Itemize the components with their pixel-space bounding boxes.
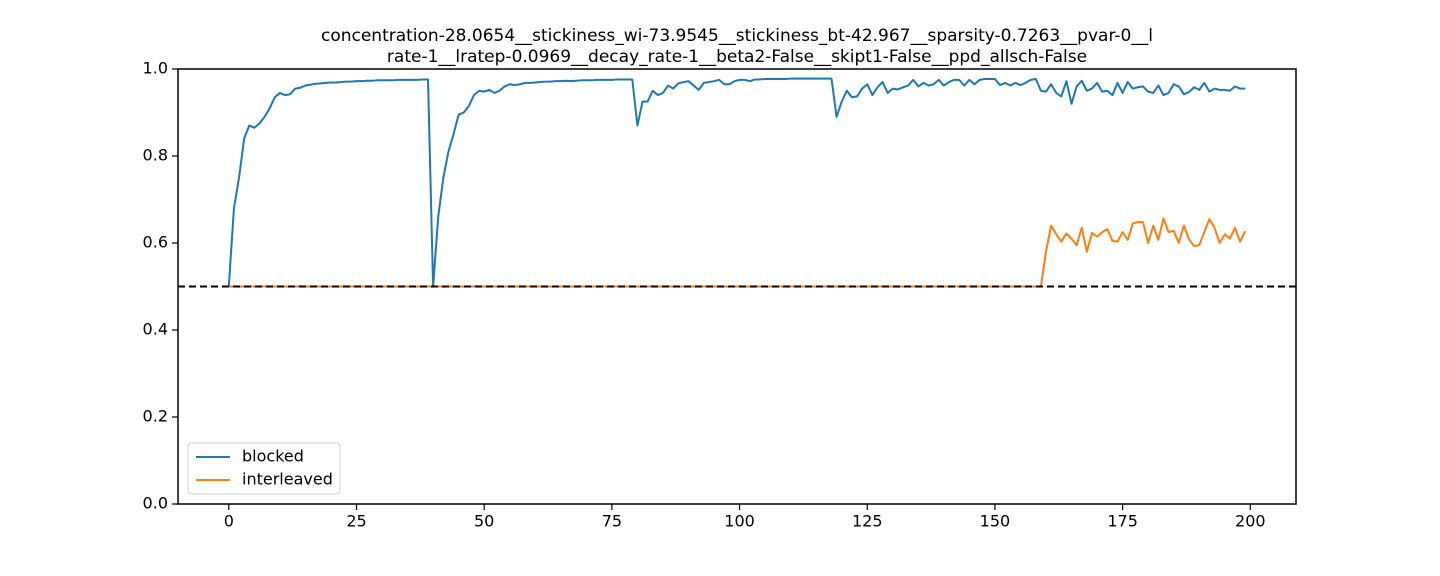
- x-tick-label: 100: [724, 512, 755, 531]
- x-tick-label: 75: [602, 512, 622, 531]
- series-line: [227, 77, 1246, 288]
- x-tick-label: 25: [346, 512, 366, 531]
- x-tick-label: 150: [980, 512, 1011, 531]
- legend-label: interleaved: [242, 470, 333, 489]
- chart-title: concentration-28.0654__stickiness_wi-73.…: [321, 26, 1153, 46]
- y-tick-label: 0.0: [143, 494, 168, 513]
- y-tick-label: 0.6: [143, 233, 168, 252]
- x-tick-label: 0: [224, 512, 234, 531]
- x-tick-label: 50: [474, 512, 494, 531]
- plot-frame: [177, 68, 1297, 505]
- y-tick-label: 0.2: [143, 407, 168, 426]
- y-tick-label: 1.0: [143, 59, 168, 78]
- legend-box: [187, 442, 341, 495]
- x-tick-label: 125: [852, 512, 883, 531]
- x-tick-label: 175: [1107, 512, 1138, 531]
- chart-title: rate-1__lratep-0.0969__decay_rate-1__bet…: [387, 47, 1087, 67]
- y-tick-label: 0.8: [143, 146, 168, 165]
- legend: blocked interleaved: [187, 442, 341, 495]
- y-tick-label: 0.4: [143, 320, 168, 339]
- x-tick-label: 200: [1235, 512, 1266, 531]
- legend-label: blocked: [242, 447, 304, 466]
